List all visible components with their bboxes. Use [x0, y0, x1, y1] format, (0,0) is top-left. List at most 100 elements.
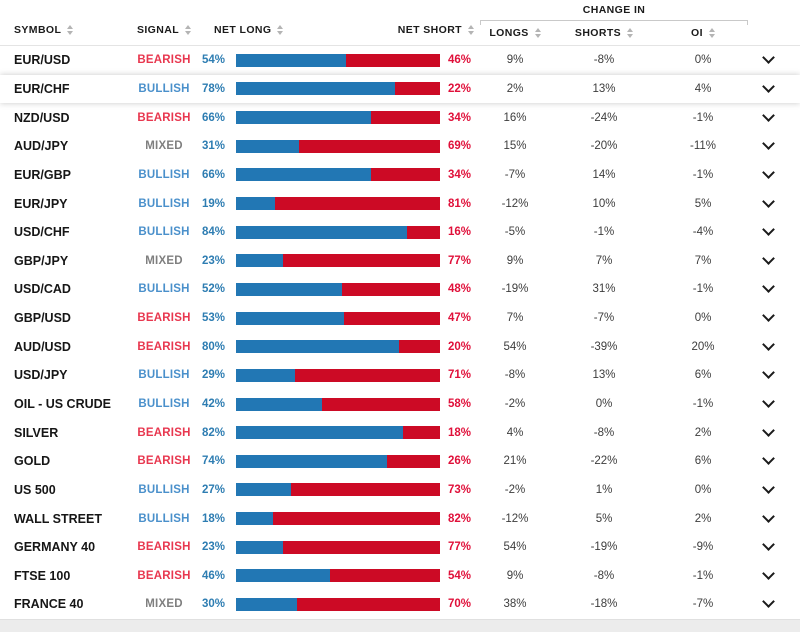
table-row[interactable]: USD/JPY BULLISH 29% 71% -8% 13% 6% [0, 361, 800, 390]
expand-row-button[interactable] [748, 366, 788, 380]
chevron-down-icon [761, 481, 775, 494]
long-bar-segment [236, 168, 371, 182]
net-long-percent: 42% [202, 398, 226, 410]
table-row[interactable]: AUD/USD BEARISH 80% 20% 54% -39% 20% [0, 332, 800, 361]
short-bar-segment [346, 53, 440, 67]
table-row[interactable]: EUR/JPY BULLISH 19% 81% -12% 10% 5% [0, 189, 800, 218]
table-row[interactable]: USD/CHF BULLISH 84% 16% -5% -1% -4% [0, 218, 800, 247]
table-row[interactable]: USD/CAD BULLISH 52% 48% -19% 31% -1% [0, 275, 800, 304]
signal-cell: BULLISH [138, 226, 190, 239]
signal-cell: MIXED [145, 254, 183, 267]
short-bar-segment [342, 282, 440, 296]
sentiment-bar [236, 53, 440, 67]
table-row[interactable]: GBP/USD BEARISH 53% 47% 7% -7% 0% [0, 304, 800, 333]
column-header-longs[interactable]: LONGS [480, 27, 550, 39]
column-header-net-long[interactable]: NET LONG [202, 24, 332, 45]
change-oi-cell: -1% [692, 283, 714, 296]
expand-row-button[interactable] [748, 452, 788, 466]
expand-row-button[interactable] [748, 137, 788, 151]
net-short-percent: 47% [448, 312, 472, 325]
symbol-cell: OIL - US CRUDE [14, 397, 111, 411]
change-oi-cell: 5% [694, 197, 712, 210]
table-row[interactable]: NZD/USD BEARISH 66% 34% 16% -24% -1% [0, 103, 800, 132]
change-oi-cell: -7% [692, 598, 714, 611]
chevron-down-icon [761, 80, 775, 93]
long-bar-segment [236, 340, 400, 354]
expand-row-button[interactable] [748, 80, 788, 93]
signal-cell: BEARISH [137, 340, 191, 353]
net-long-percent: 82% [202, 426, 226, 439]
sentiment-bar [236, 368, 440, 382]
chevron-down-icon [761, 251, 775, 265]
expand-row-button[interactable] [748, 395, 788, 408]
expand-row-button[interactable] [748, 51, 788, 65]
change-oi-cell: 4% [694, 82, 712, 95]
expand-row-button[interactable] [748, 280, 788, 294]
table-row[interactable]: GERMANY 40 BEARISH 23% 77% 54% -19% -9% [0, 533, 800, 562]
net-short-percent: 77% [448, 254, 472, 267]
change-longs-cell: 54% [503, 541, 527, 554]
expand-row-button[interactable] [748, 595, 788, 609]
expand-row-button[interactable] [748, 337, 788, 351]
long-bar-segment [236, 512, 273, 526]
change-shorts-cell: 1% [595, 483, 613, 496]
net-short-percent: 22% [448, 82, 472, 95]
change-longs-cell: -8% [504, 369, 526, 382]
table-row[interactable]: WALL STREET BULLISH 18% 82% -12% 5% 2% [0, 504, 800, 533]
expand-row-button[interactable] [748, 509, 788, 523]
change-longs-cell: 4% [506, 426, 524, 439]
table-row[interactable]: FTSE 100 BEARISH 46% 54% 9% -8% -1% [0, 562, 800, 591]
table-row[interactable]: GBP/JPY MIXED 23% 77% 9% 7% 7% [0, 246, 800, 275]
change-oi-cell: -1% [692, 168, 714, 181]
change-shorts-cell: -24% [590, 111, 618, 124]
expand-row-button[interactable] [748, 166, 788, 179]
table-row[interactable]: SILVER BEARISH 82% 18% 4% -8% 2% [0, 418, 800, 447]
change-longs-cell: 9% [506, 254, 524, 267]
expand-row-button[interactable] [748, 566, 788, 580]
change-oi-cell: -1% [692, 398, 714, 410]
chevron-down-icon [761, 509, 775, 523]
expand-row-button[interactable] [748, 309, 788, 322]
expand-row-button[interactable] [748, 423, 788, 437]
table-row[interactable]: OIL - US CRUDE BULLISH 42% 58% -2% 0% -1… [0, 390, 800, 419]
sort-icon [534, 28, 541, 38]
short-bar-segment [321, 397, 440, 411]
net-short-percent: 34% [448, 111, 472, 124]
table-row[interactable]: EUR/GBP BULLISH 66% 34% -7% 14% -1% [0, 161, 800, 190]
short-bar-segment [386, 454, 440, 468]
sort-icon [277, 25, 284, 35]
column-header-net-short[interactable]: NET SHORT [332, 24, 480, 45]
column-header-symbol[interactable]: SYMBOL [14, 24, 126, 45]
column-header-oi[interactable]: OI [658, 27, 748, 39]
long-bar-segment [236, 311, 345, 325]
expand-row-button[interactable] [748, 194, 788, 208]
change-oi-cell: 0% [694, 54, 712, 67]
change-longs-cell: 54% [503, 340, 527, 353]
expand-row-button[interactable] [748, 108, 788, 122]
long-bar-segment [236, 454, 387, 468]
table-row[interactable]: AUD/JPY MIXED 31% 69% 15% -20% -11% [0, 132, 800, 161]
long-bar-segment [236, 483, 292, 497]
symbol-cell: US 500 [14, 482, 56, 497]
table-row[interactable]: US 500 BULLISH 27% 73% -2% 1% 0% [0, 476, 800, 505]
table-row[interactable]: EUR/USD BEARISH 54% 46% 9% -8% 0% [0, 46, 800, 75]
short-bar-segment [395, 82, 440, 96]
expand-row-button[interactable] [748, 223, 788, 237]
change-shorts-cell: -20% [590, 140, 618, 153]
signal-cell: MIXED [145, 140, 183, 153]
sentiment-bar [236, 254, 440, 268]
expand-row-button[interactable] [748, 251, 788, 265]
column-header-signal[interactable]: SIGNAL [126, 24, 202, 45]
column-header-shorts[interactable]: SHORTS [550, 27, 658, 39]
signal-cell: BULLISH [138, 168, 190, 181]
long-bar-segment [236, 197, 275, 211]
expand-row-button[interactable] [748, 481, 788, 494]
short-bar-segment [274, 197, 440, 211]
table-row[interactable]: FRANCE 40 MIXED 30% 70% 38% -18% -7% [0, 590, 800, 619]
sentiment-bar [236, 454, 440, 468]
sentiment-bar [236, 569, 440, 583]
expand-row-button[interactable] [748, 538, 788, 552]
table-row[interactable]: GOLD BEARISH 74% 26% 21% -22% 6% [0, 447, 800, 476]
change-longs-cell: -12% [501, 512, 529, 525]
table-row[interactable]: EUR/CHF BULLISH 78% 22% 2% 13% 4% [0, 74, 800, 104]
